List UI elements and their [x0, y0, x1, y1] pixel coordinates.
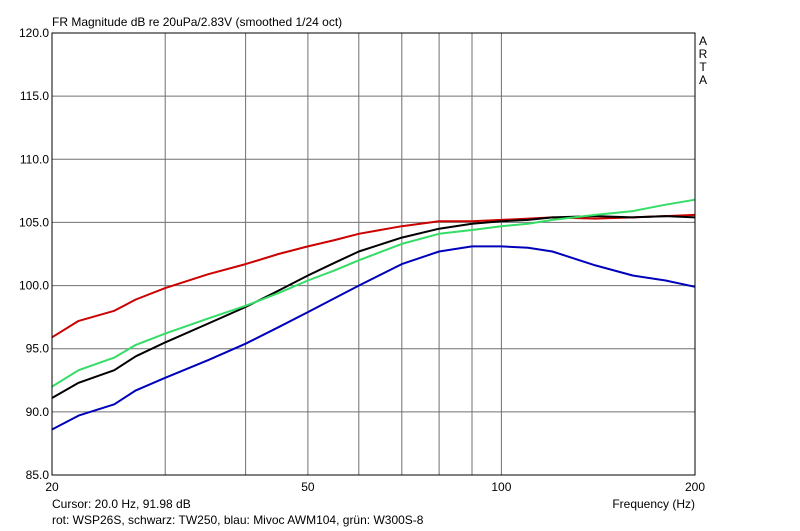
y-tick-label: 120.0	[19, 26, 49, 40]
watermark-letter: R	[699, 47, 708, 61]
watermark-letter: T	[699, 60, 707, 74]
tick-labels: 120.0 115.0 110.0 105.0 100.0 95.0 90.0 85.020 5…	[19, 26, 705, 494]
watermark-letter: A	[699, 73, 707, 87]
x-tick-label: 50	[301, 480, 315, 494]
series-line	[51, 245, 696, 431]
watermark-letter: A	[699, 34, 707, 48]
cursor-readout: Cursor: 20.0 Hz, 91.98 dB	[52, 497, 191, 511]
y-tick-label: 100.0	[19, 279, 49, 293]
series-line	[51, 215, 696, 399]
x-tick-label: 20	[45, 480, 59, 494]
y-tick-label: 115.0	[20, 89, 49, 103]
x-tick-label: 200	[685, 480, 705, 494]
y-tick-label: 95.0	[26, 342, 50, 356]
grid	[52, 33, 695, 475]
series-line	[51, 213, 696, 339]
plot-frame	[51, 32, 696, 476]
y-tick-label: 90.0	[26, 405, 50, 419]
legend-text: rot: WSP26S, schwarz: TW250, blau: Mivoc…	[52, 513, 424, 527]
x-tick-label: 100	[491, 480, 511, 494]
y-tick-label: 110.0	[20, 152, 49, 166]
series-line	[51, 198, 696, 388]
y-tick-label: 105.0	[19, 215, 49, 229]
x-axis-label: Frequency (Hz)	[612, 497, 695, 511]
series-layer	[51, 198, 696, 431]
chart-title: FR Magnitude dB re 20uPa/2.83V (smoothed…	[52, 15, 342, 29]
y-tick-label: 85.0	[26, 468, 50, 482]
